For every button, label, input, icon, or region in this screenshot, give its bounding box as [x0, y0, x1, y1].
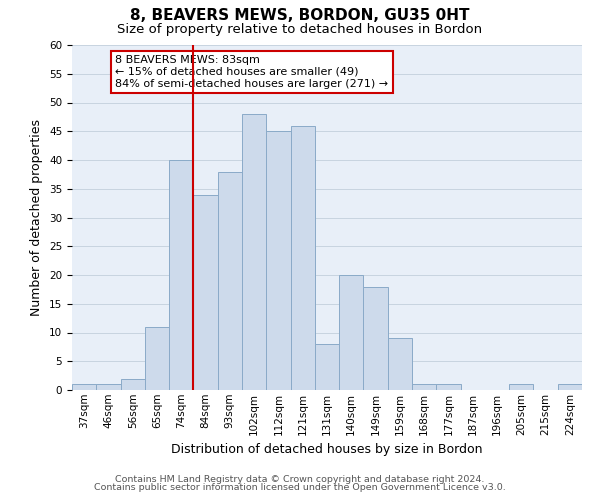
Bar: [266, 131, 290, 390]
Bar: [315, 344, 339, 390]
Bar: [339, 275, 364, 390]
Text: 8, BEAVERS MEWS, BORDON, GU35 0HT: 8, BEAVERS MEWS, BORDON, GU35 0HT: [130, 8, 470, 22]
Text: Contains HM Land Registry data © Crown copyright and database right 2024.: Contains HM Land Registry data © Crown c…: [115, 475, 485, 484]
Bar: [218, 172, 242, 390]
Bar: [290, 126, 315, 390]
Bar: [388, 338, 412, 390]
Y-axis label: Number of detached properties: Number of detached properties: [31, 119, 43, 316]
Text: Size of property relative to detached houses in Bordon: Size of property relative to detached ho…: [118, 22, 482, 36]
X-axis label: Distribution of detached houses by size in Bordon: Distribution of detached houses by size …: [171, 443, 483, 456]
Bar: [509, 384, 533, 390]
Bar: [121, 378, 145, 390]
Bar: [364, 286, 388, 390]
Bar: [72, 384, 96, 390]
Bar: [412, 384, 436, 390]
Text: 8 BEAVERS MEWS: 83sqm
← 15% of detached houses are smaller (49)
84% of semi-deta: 8 BEAVERS MEWS: 83sqm ← 15% of detached …: [115, 56, 388, 88]
Bar: [169, 160, 193, 390]
Text: Contains public sector information licensed under the Open Government Licence v3: Contains public sector information licen…: [94, 484, 506, 492]
Bar: [242, 114, 266, 390]
Bar: [436, 384, 461, 390]
Bar: [558, 384, 582, 390]
Bar: [145, 327, 169, 390]
Bar: [193, 194, 218, 390]
Bar: [96, 384, 121, 390]
